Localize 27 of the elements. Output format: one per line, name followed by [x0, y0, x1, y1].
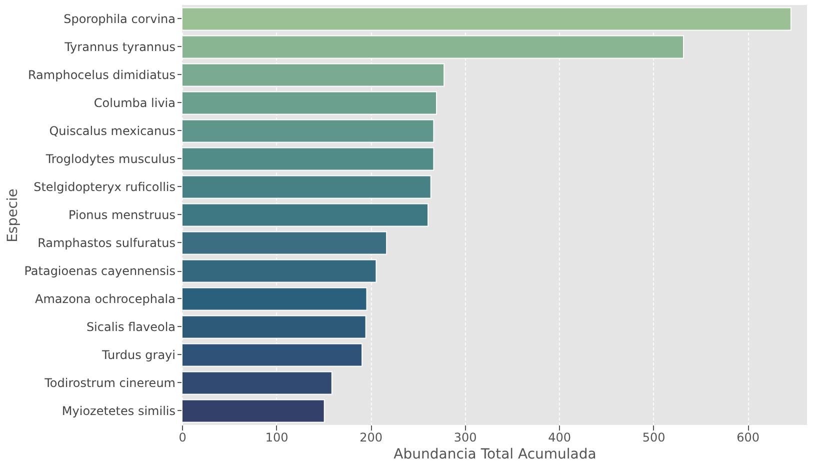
y-tick-label: Pionus menstruus	[68, 208, 176, 222]
bar	[182, 287, 368, 311]
y-tick-label: Stelgidopteryx ruficollis	[34, 180, 176, 194]
bar	[182, 147, 434, 171]
y-tick-label: Ramphastos sulfuratus	[38, 236, 176, 250]
x-tick-label: 200	[360, 430, 382, 444]
y-tick-label: Amazona ochrocephala	[35, 292, 176, 306]
x-tick-label: 600	[736, 430, 760, 444]
y-axis-title: Especie	[5, 188, 22, 242]
y-tick-label: Sporophila corvina	[64, 12, 176, 26]
bar	[182, 7, 792, 31]
y-tick-label: Ramphocelus dimidiatus	[28, 68, 176, 82]
y-tick-label: Patagioenas cayennensis	[24, 264, 176, 278]
y-tick-label: Myiozetetes similis	[62, 404, 176, 418]
y-tick-label: Quiscalus mexicanus	[49, 124, 176, 138]
x-tick-label: 500	[642, 430, 666, 444]
y-tick-label: Columba livia	[94, 96, 176, 110]
x-tick-label: 400	[548, 430, 572, 444]
y-tick-label: Todirostrum cinereum	[44, 376, 176, 390]
x-tick-label: 100	[265, 430, 288, 444]
y-tick-label: Tyrannus tyrannus	[64, 40, 176, 54]
y-tick-label: Turdus grayi	[101, 348, 176, 362]
x-axis-title: Abundancia Total Acumulada	[394, 446, 596, 462]
y-tick-label: Troglodytes musculus	[44, 152, 176, 166]
y-tick-label: Sicalis flaveola	[86, 320, 176, 334]
x-tick-label: 300	[454, 430, 477, 444]
x-tick-label: 0	[178, 430, 186, 444]
